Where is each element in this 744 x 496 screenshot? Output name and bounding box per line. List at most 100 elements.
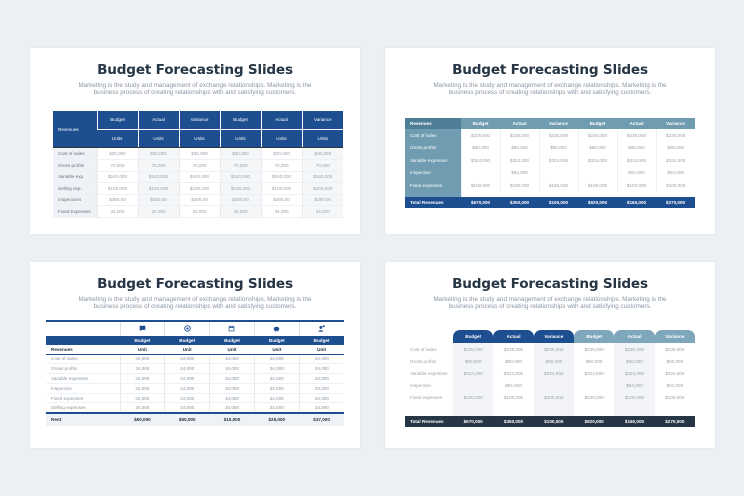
table-row: Selling expenses 34,000 34,000 34,000 34,000…: [46, 402, 344, 414]
row-label: Selling expenses: [46, 402, 120, 414]
total-label: Total Revenues: [405, 416, 453, 428]
units-cell: Units: [97, 128, 138, 147]
cell: $30,000: [301, 148, 343, 160]
row-label: Gross profits: [405, 141, 461, 154]
cell: 34,000: [253, 363, 300, 375]
column-header: Budget: [219, 111, 261, 129]
slide-title: Budget Forecasting Slides: [97, 276, 293, 292]
cell: $100,000: [503, 395, 524, 401]
cell: $100,000: [137, 182, 179, 195]
cell: $94,000: [655, 166, 695, 179]
column-header: Budget: [164, 336, 210, 345]
cell: 34,000: [164, 393, 210, 404]
row-label: Gross profits: [53, 159, 97, 172]
cell: $240,000: [260, 171, 302, 183]
cell: $390,00: [301, 194, 343, 206]
units-cell: Units: [178, 128, 220, 147]
cell: $324,000: [533, 367, 574, 380]
cell: $390,00: [178, 194, 220, 206]
cell: $235,000: [665, 346, 685, 352]
slide-subtitle: Marketing is the study and management of…: [78, 82, 312, 97]
cell: 34,000: [164, 373, 210, 384]
cell: $94,000: [616, 166, 656, 179]
column-header: Budget: [209, 336, 255, 345]
cell: $100,000: [460, 179, 500, 192]
cell: 34,000: [164, 383, 210, 394]
cell: $30,000: [96, 148, 138, 160]
total-row: Total Revenues $670,000 $350,000 $100,00…: [405, 416, 695, 428]
total-cell: $670,000: [453, 416, 494, 428]
row-label: Fixed expenses: [410, 395, 443, 401]
total-cell: $270,000: [656, 196, 695, 208]
corner-label: Revenues: [58, 126, 79, 132]
cell: [538, 166, 578, 179]
cell: 34,000: [137, 205, 179, 218]
total-label: Rent: [46, 411, 120, 426]
cell: $235,000: [584, 346, 604, 352]
row-label: Inspection: [410, 383, 431, 389]
units-cell: Unit: [209, 345, 255, 355]
cell: $100,000: [260, 182, 302, 195]
corner-label: Revenues: [405, 118, 461, 129]
table-row: Variable exp. $240,000 $240,000 $240,000 $24…: [53, 171, 343, 183]
cell: 34,000: [260, 205, 302, 218]
table-row: Fixed Expenses 34,000 34,000 34,000 34,000 34…: [53, 205, 343, 218]
slide-subtitle: Marketing is the study and management of…: [433, 82, 667, 97]
total-cell: $920,000: [573, 416, 615, 428]
cell: $235,000: [460, 129, 500, 142]
cell: $60,000: [614, 355, 655, 368]
column-header: Actual: [614, 330, 655, 343]
table-row: Cost of sales 34,000 34,000 34,000 34,000 34,…: [46, 354, 344, 365]
row-label: Cost of sales: [53, 148, 97, 160]
cell: $30,000: [219, 148, 261, 160]
row-label: Cost of sales: [46, 354, 120, 365]
table-header-row: Budget Actual Variance Budget Actual Var…: [405, 330, 695, 343]
cell: $324,000: [538, 154, 578, 167]
column-header: Variance: [533, 330, 574, 343]
table-row: Inspection 34,000 34,000 34,000 34,000 34,000: [46, 383, 344, 394]
table-row: Cost of sales $235,000 $235,000 $235,000 $23…: [405, 343, 695, 356]
cell: $240,000: [178, 171, 220, 183]
cell: $324,000: [453, 367, 494, 380]
total-cell: $350,000: [500, 196, 539, 208]
column-header: Variance: [178, 111, 220, 129]
total-cell: $270,000: [654, 416, 695, 428]
cell: $324,000: [655, 154, 695, 167]
column-header: Actual: [500, 118, 539, 129]
cell: 34,000: [119, 393, 165, 404]
cell: $60,000: [460, 141, 500, 154]
cell: $30,000: [260, 148, 302, 160]
row-label: Variable exp.: [53, 171, 97, 183]
units-cell: Unit: [164, 345, 210, 355]
total-cell: $920,000: [578, 196, 617, 208]
cell: [577, 166, 617, 179]
cell: $60,000: [538, 141, 578, 154]
column-header: Variance: [656, 118, 695, 129]
divider: [46, 320, 344, 322]
total-row: Total Revenues $670,000 $350,000 $100,00…: [405, 196, 695, 208]
cell: $324,000: [584, 370, 604, 376]
cell: 34,000: [209, 393, 255, 404]
total-cell: $160,000: [617, 196, 656, 208]
row-label: Inspection: [46, 383, 120, 394]
cell: $235,000: [503, 346, 524, 352]
slide-subtitle: Marketing is the study and management of…: [78, 296, 312, 311]
column-header: Budget: [578, 118, 617, 129]
total-cell: $25,000: [254, 411, 300, 426]
table-row: Fixed expenses $100,000 $100,000 $100,000 $1…: [405, 179, 695, 192]
cell: $60,000: [533, 355, 574, 368]
column-header: Budget: [299, 336, 344, 345]
cell: $324,000: [460, 154, 500, 167]
chat-icon: [139, 325, 146, 333]
cell: 70,000: [137, 159, 179, 172]
units-cell: Unit: [120, 345, 165, 355]
cell: 34,000: [178, 205, 220, 218]
cell: 34,000: [253, 402, 300, 414]
table-units-row: Revenues Unit Unit Unit Unit Unit: [46, 345, 344, 355]
row-label: Cost of sales: [405, 129, 461, 142]
cell: $235,000: [577, 129, 617, 142]
column-header: Variance: [539, 118, 578, 129]
cell: [574, 380, 614, 392]
cell: $324,000: [499, 154, 539, 167]
divider: [53, 147, 343, 148]
